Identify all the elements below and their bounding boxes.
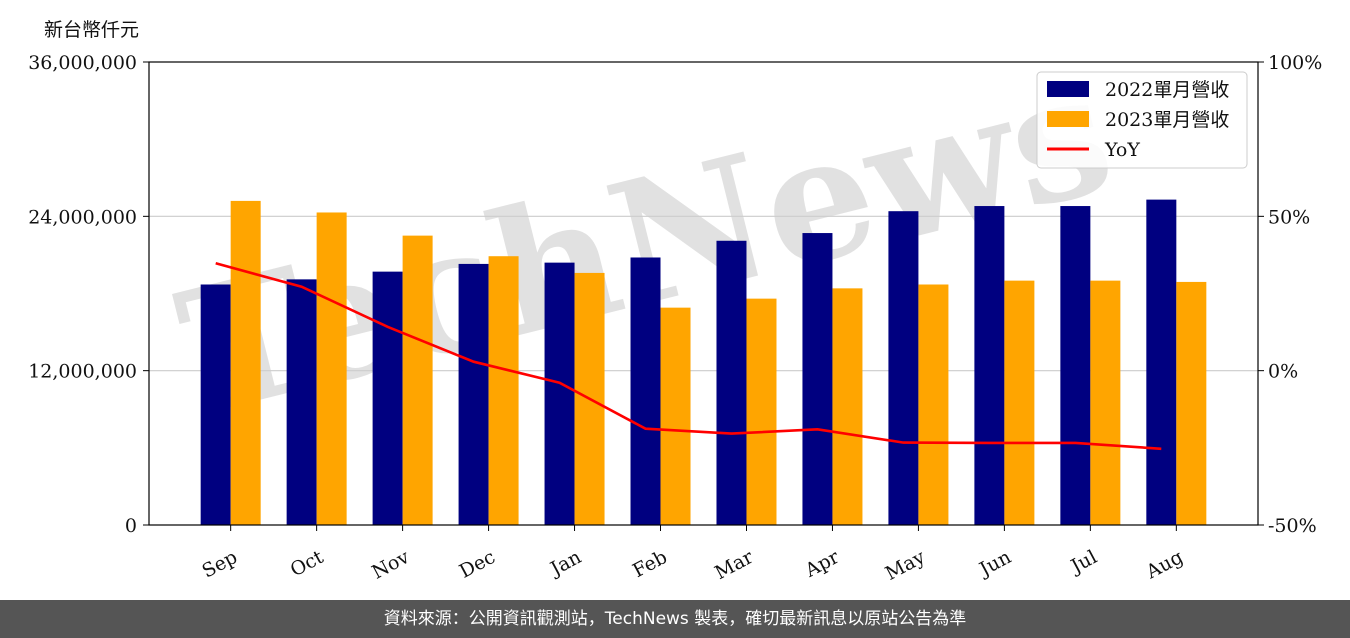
bar-2023: [488, 256, 519, 525]
bar-2023: [832, 288, 863, 525]
x-tick-label: Sep: [199, 546, 242, 583]
bar-2023: [402, 235, 433, 525]
y-left-tick-label: 24,000,000: [28, 206, 137, 228]
yoy-line: [215, 262, 1162, 451]
x-tick-label: Jul: [1066, 546, 1101, 579]
bar-2023: [230, 200, 261, 525]
y-axis-unit-label: 新台幣仟元: [44, 19, 140, 41]
bar-2022: [630, 257, 661, 525]
x-tick-label: Jan: [545, 546, 585, 581]
y-left-tick-label: 36,000,000: [28, 52, 137, 74]
legend: 2022單月營收 2023單月營收 YoY: [1036, 71, 1248, 169]
legend-box: [1036, 71, 1248, 169]
source-footer: 資料來源：公開資訊觀測站，TechNews 製表，確切最新訊息以原站公告為準: [0, 600, 1350, 638]
x-tick-label: Nov: [368, 546, 413, 584]
legend-swatch: [1047, 111, 1089, 127]
bar-2022: [802, 233, 833, 525]
x-tick-label: Feb: [629, 546, 671, 582]
y-right-tick-label: -50%: [1268, 515, 1317, 537]
bar-2022: [888, 211, 919, 525]
bars: [200, 199, 1207, 526]
x-tick-label: Jun: [974, 546, 1014, 581]
legend-swatch: [1047, 81, 1089, 97]
bar-2022: [716, 240, 747, 525]
bar-2022: [286, 279, 317, 525]
y-right-tick-label: 0%: [1268, 361, 1298, 383]
revenue-chart: TechNews 012,000,00024,000,00036,000,000…: [28, 31, 1322, 585]
bar-2023: [1176, 281, 1207, 525]
x-tick-label: Oct: [287, 546, 328, 581]
bar-2022: [458, 263, 489, 525]
yoy-line-layer: [215, 262, 1162, 451]
legend-label: YoY: [1104, 139, 1140, 161]
bar-2022: [372, 271, 403, 525]
legend-label: 2023單月營收: [1105, 109, 1229, 131]
bar-2023: [918, 284, 949, 525]
bar-2022: [1060, 206, 1091, 526]
legend-label: 2022單月營收: [1105, 79, 1229, 101]
y-left-tick-label: 0: [125, 515, 137, 537]
bar-2023: [1004, 280, 1035, 525]
y-right-tick-label: 100%: [1268, 52, 1322, 74]
bar-2022: [974, 206, 1005, 526]
plot-frame: [148, 61, 1259, 526]
bar-2023: [1090, 280, 1121, 525]
x-tick-label: May: [882, 546, 929, 585]
x-tick-label: Apr: [801, 546, 844, 583]
y-right-tick-label: 50%: [1268, 206, 1310, 228]
x-tick-label: Mar: [711, 546, 757, 585]
bar-2023: [746, 298, 777, 525]
bar-2022: [544, 262, 575, 525]
bar-2022: [1146, 199, 1177, 525]
y-left-tick-label: 12,000,000: [28, 361, 137, 383]
bar-2023: [660, 307, 691, 525]
bar-2023: [316, 212, 347, 525]
x-tick-label: Dec: [456, 546, 499, 583]
bar-2022: [200, 284, 231, 525]
x-tick-label: Aug: [1142, 546, 1187, 584]
